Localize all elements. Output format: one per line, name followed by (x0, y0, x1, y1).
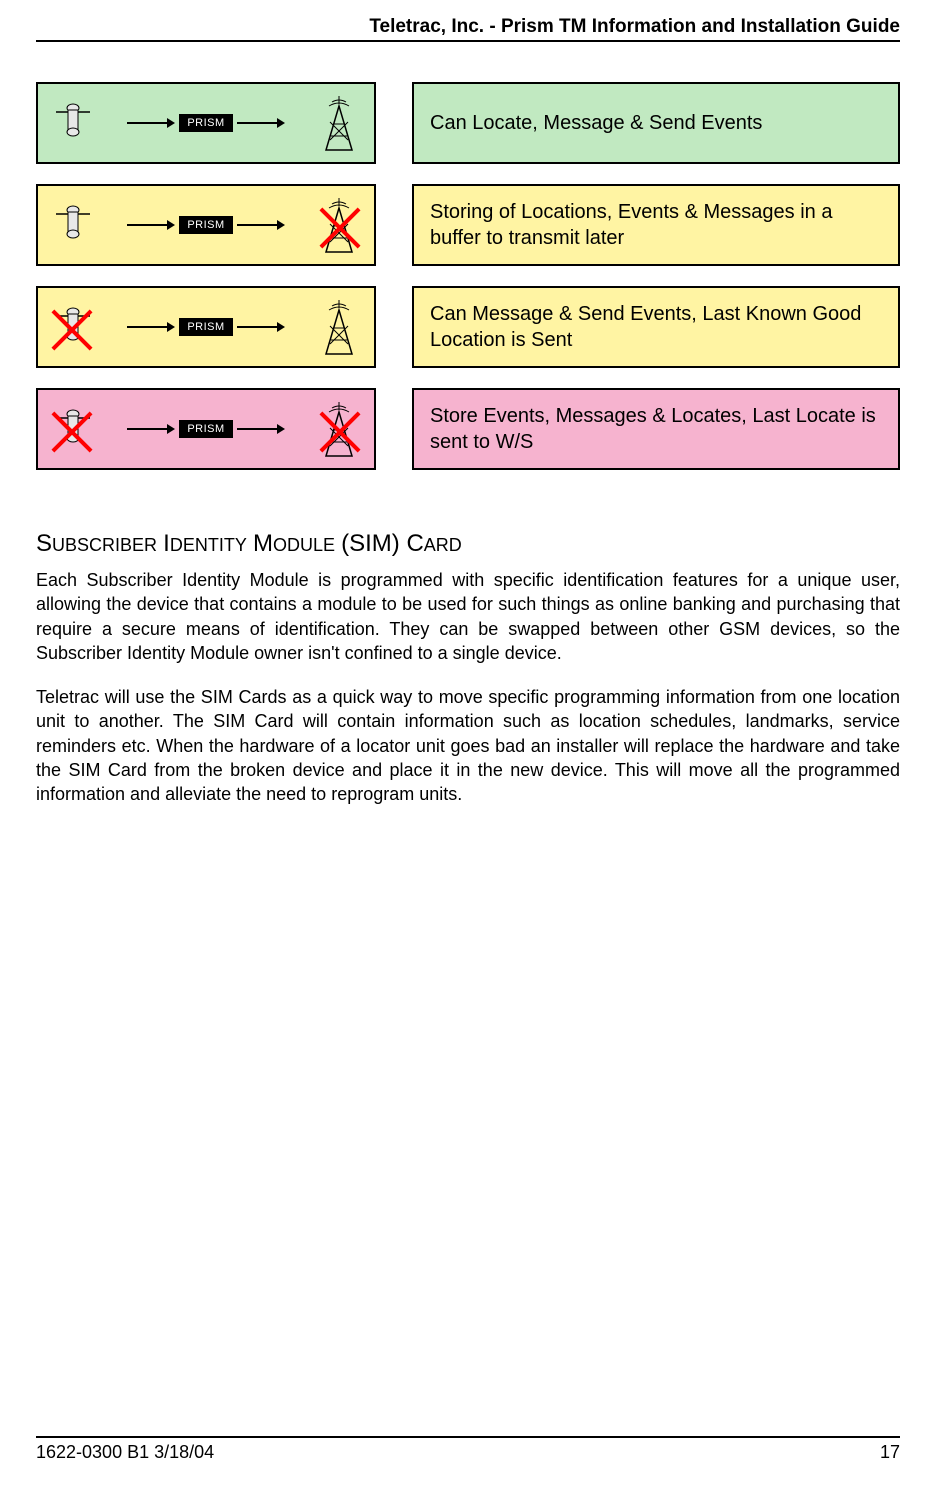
tower-icon (314, 92, 364, 154)
diagram-box: PRISM (36, 184, 376, 266)
satellite-icon (48, 92, 98, 154)
tower-icon (314, 398, 364, 460)
diagram-rows: PRISM Can Locate, Message & Send Events (36, 82, 900, 470)
page-footer: 1622-0300 B1 3/18/04 17 (36, 1436, 900, 1463)
footer-page-number: 17 (880, 1442, 900, 1463)
satellite-icon (48, 194, 98, 256)
heading-text: ARD (424, 535, 462, 555)
arrow-icon (237, 118, 285, 128)
arrow-icon (127, 424, 175, 434)
heading-text: S (36, 530, 52, 557)
heading-text: UBSCRIBER (52, 535, 157, 555)
diagram-row: PRISM Storing of Locations, Events & Mes… (36, 184, 900, 266)
description-text: Store Events, Messages & Locates, Last L… (430, 403, 882, 455)
description-box: Can Locate, Message & Send Events (412, 82, 900, 164)
diagram-box: PRISM (36, 82, 376, 164)
heading-text: ODULE (273, 535, 335, 555)
heading-text: I (163, 530, 170, 557)
diagram-row: PRISM Can Locate, Message & Send Events (36, 82, 900, 164)
arrow-icon (237, 424, 285, 434)
arrow-icon (237, 322, 285, 332)
description-text: Can Message & Send Events, Last Known Go… (430, 301, 882, 353)
diagram-row: PRISM Can Message & Send Events, Last Kn… (36, 286, 900, 368)
footer-doc-id: 1622-0300 B1 3/18/04 (36, 1442, 214, 1463)
description-box: Can Message & Send Events, Last Known Go… (412, 286, 900, 368)
prism-label: PRISM (179, 420, 232, 438)
diagram-row: PRISM Store Events, Messages & Loc (36, 388, 900, 470)
prism-label: PRISM (179, 114, 232, 132)
tower-icon (314, 194, 364, 256)
description-box: Storing of Locations, Events & Messages … (412, 184, 900, 266)
arrow-group: PRISM (98, 216, 314, 234)
diagram-box: PRISM (36, 286, 376, 368)
prism-label: PRISM (179, 318, 232, 336)
description-box: Store Events, Messages & Locates, Last L… (412, 388, 900, 470)
satellite-icon (48, 398, 98, 460)
prism-label: PRISM (179, 216, 232, 234)
header-title: Teletrac, Inc. - Prism TM Information an… (369, 16, 900, 37)
arrow-icon (127, 220, 175, 230)
arrow-icon (127, 322, 175, 332)
page-header: Teletrac, Inc. - Prism TM Information an… (36, 0, 900, 42)
tower-icon (314, 296, 364, 358)
arrow-group: PRISM (98, 420, 314, 438)
heading-text: (SIM) C (341, 530, 424, 557)
description-text: Storing of Locations, Events & Messages … (430, 199, 882, 251)
arrow-icon (237, 220, 285, 230)
arrow-group: PRISM (98, 318, 314, 336)
arrow-icon (127, 118, 175, 128)
heading-text: M (253, 530, 273, 557)
section-heading: SUBSCRIBER IDENTITY MODULE (SIM) CARD (36, 530, 900, 558)
satellite-icon (48, 296, 98, 358)
heading-text: DENTITY (170, 535, 247, 555)
paragraph: Each Subscriber Identity Module is progr… (36, 568, 900, 665)
description-text: Can Locate, Message & Send Events (430, 110, 762, 136)
diagram-box: PRISM (36, 388, 376, 470)
paragraph: Teletrac will use the SIM Cards as a qui… (36, 685, 900, 806)
arrow-group: PRISM (98, 114, 314, 132)
